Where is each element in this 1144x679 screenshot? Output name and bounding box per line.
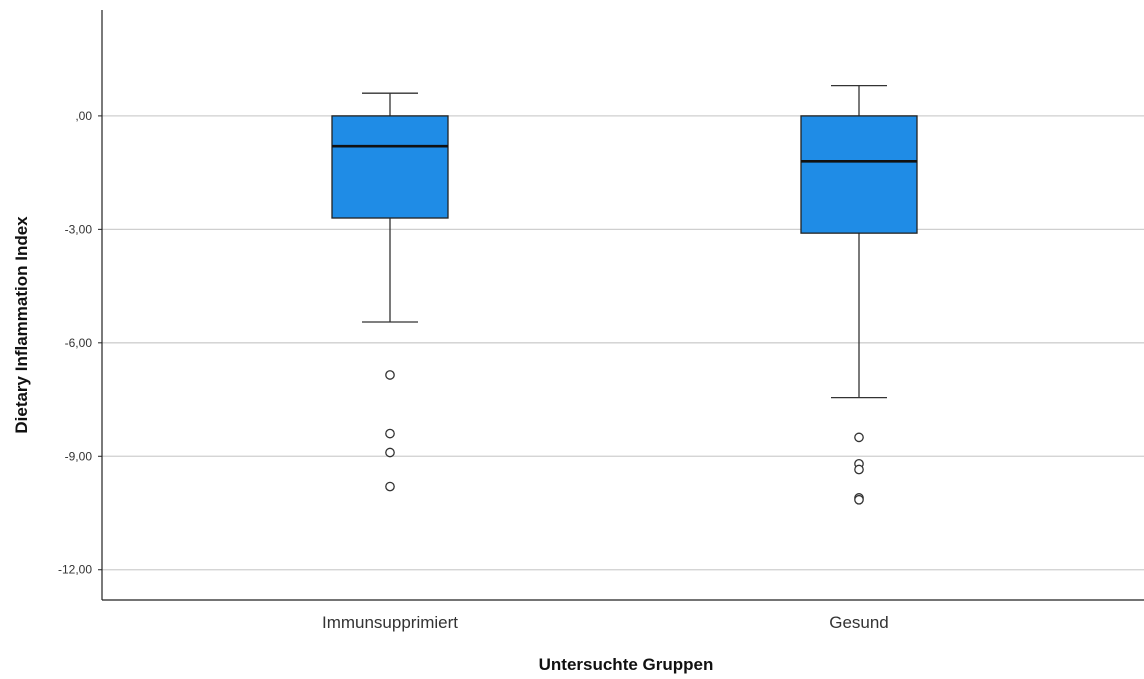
outlier-point	[854, 494, 864, 505]
x-category-label: Gesund	[829, 613, 889, 632]
outlier-point	[385, 428, 395, 439]
box-group	[331, 92, 449, 492]
x-axis-title: Untersuchte Gruppen	[539, 655, 714, 674]
y-tick-label: -12,00	[58, 563, 92, 577]
gridlines	[102, 115, 1144, 571]
outlier-point	[854, 432, 864, 443]
y-tick-label: -6,00	[65, 336, 93, 350]
x-category-label: Immunsupprimiert	[322, 613, 458, 632]
boxes	[331, 84, 918, 505]
iqr-box	[331, 115, 449, 219]
box-group	[800, 84, 918, 505]
iqr-box	[800, 115, 918, 234]
x-category-labels: Immunsupprimiert Gesund	[322, 613, 889, 632]
y-axis-title: Dietary Inflammation Index	[12, 216, 31, 434]
outlier-point	[854, 464, 864, 475]
outlier-point	[385, 370, 395, 380]
outlier-point	[385, 481, 395, 492]
y-tick-label: ,00	[75, 109, 92, 123]
outlier-point	[385, 447, 395, 458]
y-tick-label: -9,00	[65, 449, 93, 463]
y-tick-labels: ,00 -3,00 -6,00 -9,00 -12,00	[58, 109, 102, 577]
axes	[101, 10, 1144, 601]
y-tick-label: -3,00	[65, 222, 93, 236]
